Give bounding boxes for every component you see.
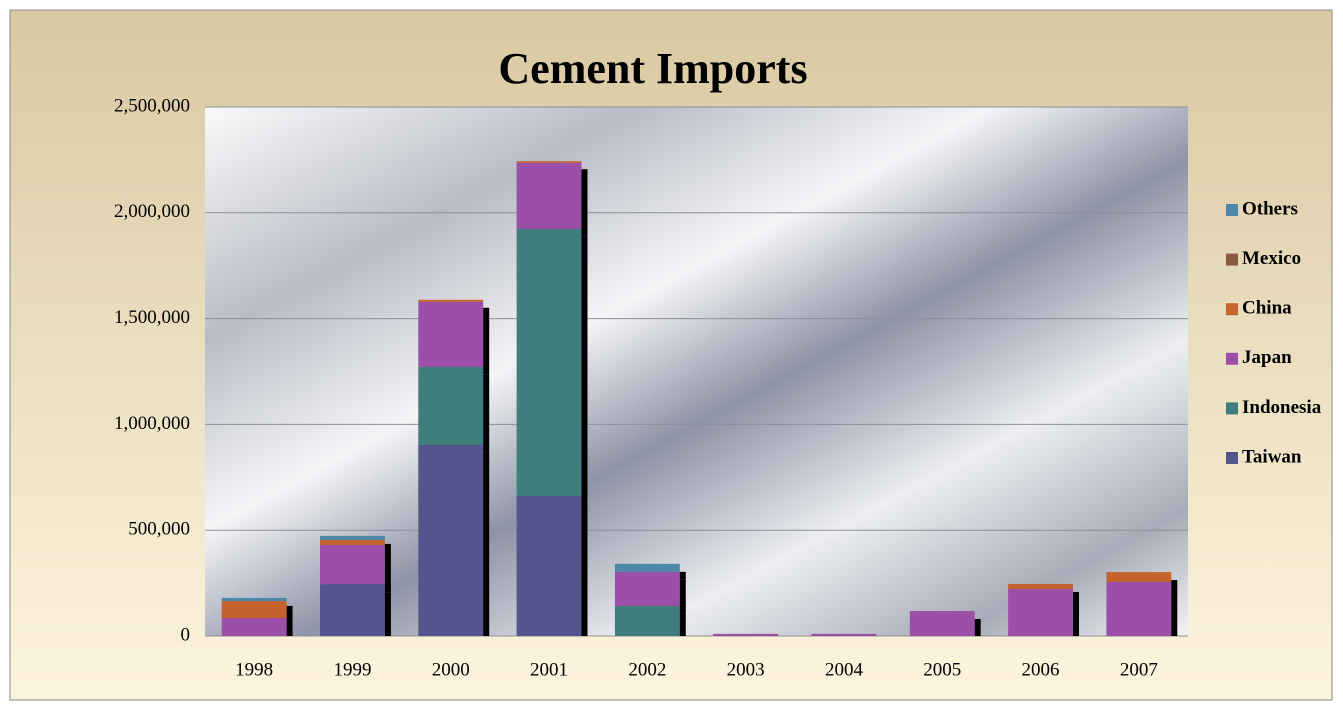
bar-segment bbox=[221, 597, 287, 602]
legend-label: Japan bbox=[1242, 347, 1292, 368]
legend-swatch bbox=[1226, 253, 1238, 266]
bar-stack bbox=[909, 611, 975, 636]
x-tick-label: 2002 bbox=[628, 659, 666, 680]
y-tick-label: 500,000 bbox=[128, 519, 190, 540]
bar-segment bbox=[1106, 572, 1172, 583]
bar-segment bbox=[320, 584, 385, 636]
bar-segment bbox=[516, 495, 582, 636]
bar-segment bbox=[418, 299, 484, 302]
x-tick-label: 1999 bbox=[333, 659, 371, 680]
bar-segment bbox=[221, 601, 287, 619]
bar-segment bbox=[614, 571, 680, 606]
bar-segment bbox=[516, 228, 582, 496]
y-tick-label: 0 bbox=[181, 624, 191, 645]
y-tick-label: 2,000,000 bbox=[114, 201, 190, 222]
bar-segment bbox=[909, 611, 975, 636]
bar-segment bbox=[713, 633, 779, 636]
bar-stack bbox=[221, 597, 287, 636]
legend-swatch bbox=[1226, 303, 1238, 316]
bar-segment bbox=[418, 444, 484, 636]
bar-segment bbox=[320, 535, 385, 540]
x-tick-label: 2003 bbox=[727, 659, 765, 680]
legend-swatch bbox=[1226, 204, 1238, 216]
x-tick-label: 2004 bbox=[825, 659, 864, 680]
bar-segment bbox=[320, 545, 385, 585]
x-tick-label: 2001 bbox=[530, 659, 568, 680]
bar-segment bbox=[320, 539, 385, 546]
bar-stack bbox=[1008, 583, 1073, 636]
y-tick-label: 1,000,000 bbox=[114, 413, 190, 434]
bar-segment bbox=[614, 563, 680, 572]
bar-segment bbox=[614, 605, 680, 636]
legend-swatch bbox=[1226, 452, 1238, 464]
bar-segment bbox=[221, 618, 287, 636]
x-tick-label: 2007 bbox=[1120, 659, 1158, 680]
labels: 0 500,000 1,000,000 1,500,000 2,000,000 2,500… bbox=[114, 95, 1322, 680]
bar-segment bbox=[516, 161, 582, 163]
x-tick-label: 1998 bbox=[235, 659, 273, 680]
bar-segment bbox=[1106, 582, 1172, 636]
legend-label: China bbox=[1242, 298, 1292, 319]
chart-title: Cement Imports bbox=[498, 44, 807, 93]
bar-segment bbox=[418, 301, 484, 367]
bar-segment bbox=[811, 633, 877, 636]
y-tick-label: 1,500,000 bbox=[114, 307, 190, 328]
x-tick-label: 2005 bbox=[923, 659, 961, 680]
bar-segment bbox=[1008, 583, 1073, 590]
bar-segment bbox=[418, 366, 484, 445]
y-tick-label: 2,500,000 bbox=[114, 95, 190, 116]
bar-stack bbox=[1106, 572, 1172, 636]
bar-segment bbox=[1008, 589, 1073, 636]
legend-label: Taiwan bbox=[1242, 446, 1302, 467]
bar-segment bbox=[516, 162, 582, 229]
bar-stack bbox=[614, 563, 680, 636]
legend-swatch bbox=[1226, 402, 1238, 415]
bar-stack bbox=[320, 535, 385, 636]
legend-label: Mexico bbox=[1242, 248, 1301, 269]
bars bbox=[221, 161, 1172, 636]
legend-swatch bbox=[1226, 352, 1238, 365]
x-tick-label: 2000 bbox=[432, 659, 470, 680]
legend-label: Indonesia bbox=[1242, 397, 1322, 418]
grid bbox=[205, 106, 1188, 637]
x-tick-label: 2006 bbox=[1022, 659, 1060, 680]
legend-label: Others bbox=[1242, 198, 1298, 219]
bar-stack bbox=[516, 161, 582, 636]
bar-stack bbox=[713, 633, 779, 636]
bar-stack bbox=[418, 299, 484, 636]
bar-stack bbox=[811, 633, 877, 636]
